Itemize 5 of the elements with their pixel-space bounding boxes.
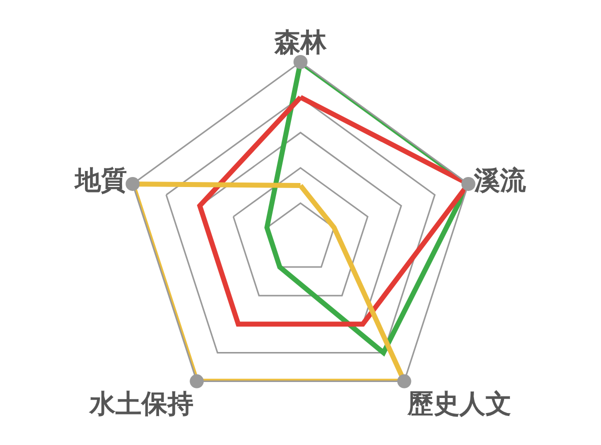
- spoke-label: 歷史人文: [406, 389, 512, 420]
- spoke-label: 地質: [74, 166, 127, 196]
- spoke-label: 溪流: [473, 166, 528, 196]
- spoke-label: 水土保持: [88, 389, 194, 420]
- spoke-label: 森林: [274, 28, 328, 58]
